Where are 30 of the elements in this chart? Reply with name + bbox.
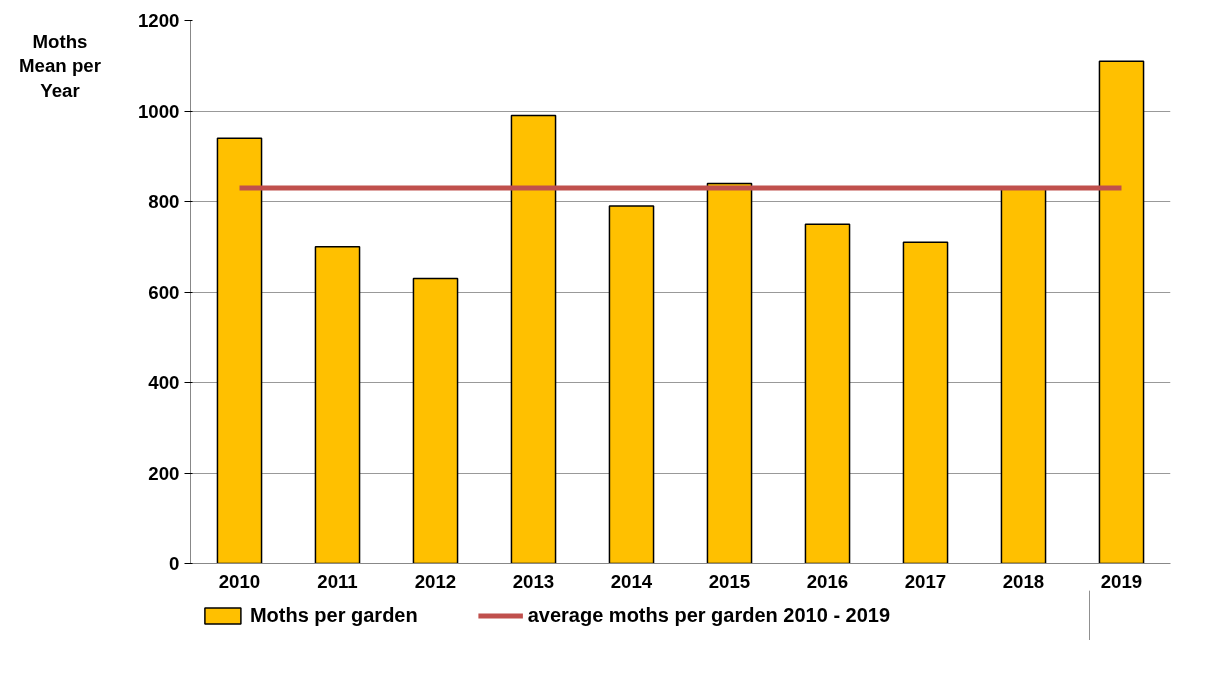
y-tick-label: 600	[148, 281, 180, 303]
bar	[902, 241, 949, 564]
bar	[412, 277, 459, 564]
bar	[1000, 187, 1047, 564]
y-tick-label: 1000	[138, 100, 180, 122]
y-tick-label: 0	[169, 553, 180, 574]
x-tick-label: 2013	[512, 570, 555, 592]
bar	[510, 114, 557, 564]
bar	[1098, 60, 1145, 564]
y-axis-title: Moths Mean per Year	[19, 30, 101, 103]
bar	[706, 182, 753, 564]
legend-label: average moths per garden 2010 - 2019	[527, 603, 891, 627]
x-tick-label: 2019	[1100, 570, 1143, 592]
x-tick-label: 2017	[904, 570, 947, 592]
y-tick-label: 800	[148, 191, 180, 212]
y-tick-label: 200	[148, 462, 180, 484]
x-tick-label: 2016	[806, 570, 849, 592]
bar	[804, 223, 851, 564]
y-tick-label: 400	[148, 372, 180, 393]
bar	[608, 205, 655, 564]
x-tick-label: 2015	[708, 570, 751, 592]
x-tick-label: 2018	[1002, 570, 1045, 592]
legend-label: Moths per garden	[249, 603, 418, 627]
x-tick-label: 2012	[414, 570, 457, 592]
x-tick-label: 2010	[218, 570, 261, 592]
y-tick-label: 1200	[138, 10, 180, 31]
bar	[314, 246, 361, 564]
x-tick-label: 2011	[317, 570, 358, 592]
x-tick-label: 2014	[610, 570, 653, 592]
bar	[216, 137, 263, 564]
